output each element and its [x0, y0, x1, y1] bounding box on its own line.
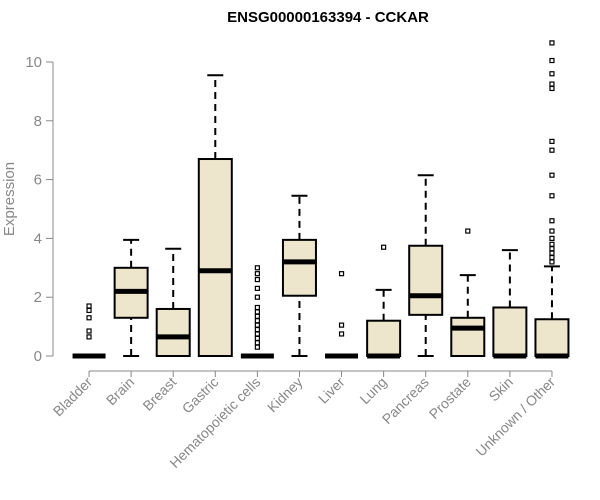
outlier-11-5	[549, 235, 555, 241]
outlier-11-6	[549, 228, 555, 234]
y-tick-label-5: 10	[25, 54, 42, 71]
box-group-0	[72, 303, 106, 359]
y-axis-label: Expression	[1, 162, 18, 236]
outlier-11-11	[549, 138, 555, 144]
box-group-8	[408, 174, 444, 357]
x-tick-label-7: Lung	[356, 374, 389, 407]
box-group-1	[113, 238, 149, 357]
x-tick-label-5: Kidney	[264, 374, 306, 416]
outlier-6-0	[338, 331, 345, 337]
chart-title: ENSG00000163394 - CCKAR	[227, 9, 429, 26]
outlier-4-6	[254, 318, 260, 324]
x-tick-label-2: Breast	[139, 374, 179, 414]
outlier-0-3	[86, 307, 92, 314]
outlier-0-0	[86, 334, 92, 340]
box-3	[197, 158, 233, 357]
outlier-11-14	[549, 71, 555, 77]
box-8	[408, 244, 444, 316]
box-group-2	[155, 247, 191, 357]
box-11	[534, 318, 570, 357]
y-tick-label-3: 6	[34, 172, 42, 189]
outlier-11-15	[549, 57, 555, 64]
outlier-6-1	[338, 322, 345, 328]
outlier-6-2	[338, 271, 345, 277]
x-tick-label-8: Pancreas	[379, 374, 432, 427]
x-tick-label-9: Prostate	[426, 374, 474, 422]
outlier-4-12	[254, 276, 260, 283]
x-tick-label-1: Brain	[103, 374, 137, 408]
x-tick-label-10: Skin	[485, 374, 516, 405]
outlier-11-4	[549, 241, 555, 247]
box-group-4	[240, 265, 274, 359]
box-group-3	[197, 74, 233, 357]
outlier-4-2	[254, 335, 260, 341]
y-tick-label-0: 0	[34, 348, 42, 365]
outlier-11-16	[549, 40, 555, 46]
outlier-4-0	[254, 344, 260, 350]
outlier-4-8	[254, 309, 260, 315]
outlier-0-2	[86, 315, 92, 321]
box-2	[155, 307, 191, 357]
outlier-4-11	[254, 285, 260, 291]
outlier-4-10	[254, 294, 260, 300]
box-5	[281, 238, 317, 297]
outlier-11-9	[549, 172, 555, 178]
outlier-11-7	[549, 218, 555, 224]
box-7	[366, 319, 402, 357]
outlier-11-13	[549, 81, 555, 87]
outlier-4-4	[254, 326, 260, 333]
box-group-10	[492, 249, 528, 359]
x-tick-label-11: Unknown / Other	[472, 374, 558, 460]
x-tick-label-0: Bladder	[50, 374, 96, 420]
box-10	[492, 306, 528, 357]
outlier-11-10	[549, 147, 555, 153]
box-group-6	[325, 271, 359, 359]
y-axis: 0 2 4 6 8 10	[25, 54, 54, 365]
x-tick-label-6: Liver	[315, 374, 348, 407]
box-group-5	[281, 194, 317, 357]
box-group-7	[366, 244, 402, 359]
box-group-11	[534, 40, 570, 359]
outlier-4-7	[254, 313, 260, 319]
outlier-11-3	[549, 246, 555, 252]
outlier-11-1	[549, 254, 555, 261]
box-9	[450, 316, 486, 357]
box-group-9	[450, 228, 486, 357]
outlier-11-2	[549, 250, 555, 256]
outlier-11-0	[549, 259, 555, 265]
outlier-4-13	[254, 271, 260, 277]
outlier-0-4	[86, 303, 92, 309]
outlier-7-0	[381, 244, 387, 250]
y-tick-label-2: 4	[34, 230, 42, 247]
outlier-11-8	[549, 193, 555, 199]
outlier-4-14	[254, 265, 260, 271]
outlier-4-9	[254, 304, 260, 311]
outlier-4-3	[254, 331, 260, 337]
y-tick-label-4: 8	[34, 113, 42, 130]
outlier-4-1	[254, 340, 260, 346]
outlier-9-0	[465, 228, 471, 234]
outlier-4-5	[254, 322, 260, 328]
outlier-0-1	[86, 328, 92, 334]
outlier-11-12	[549, 85, 555, 92]
boxes-layer	[72, 40, 570, 359]
y-tick-label-1: 2	[34, 289, 42, 306]
